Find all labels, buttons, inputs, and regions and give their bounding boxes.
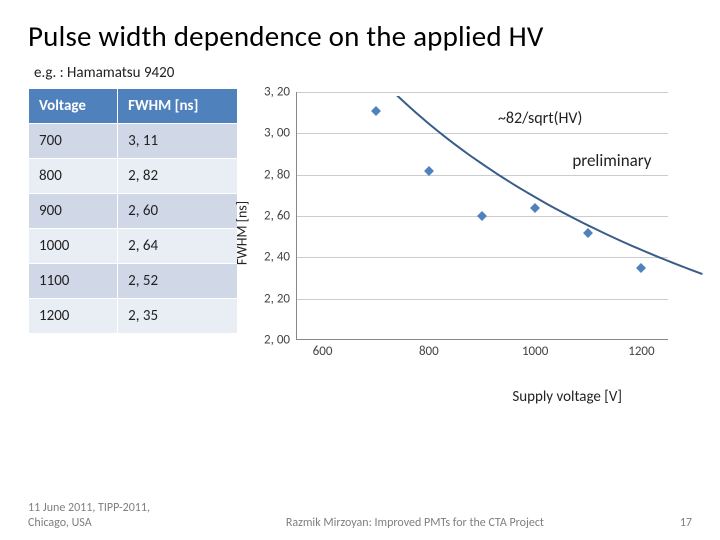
table-cell: 3, 11	[118, 124, 238, 159]
chart-ytick: 2, 80	[252, 167, 296, 182]
chart-xtick: 800	[419, 344, 439, 396]
table-cell: 2, 52	[118, 264, 238, 299]
table-cell: 2, 35	[118, 299, 238, 334]
footer-center: Razmik Mirzoyan: Improved PMTs for the C…	[150, 516, 680, 530]
chart-ytick: 2, 40	[252, 250, 296, 265]
slide-footer: 11 June 2011, TIPP-2011, Chicago, USA Ra…	[28, 501, 692, 530]
chart-xlabel: Supply voltage [V]	[512, 388, 622, 406]
footer-page: 17	[680, 516, 692, 530]
table-header-voltage: Voltage	[29, 89, 118, 124]
chart-xtick: 600	[313, 344, 333, 396]
table-cell: 1100	[29, 264, 118, 299]
fwhm-chart: FWHM [ns] 2, 002, 202, 402, 602, 803, 00…	[252, 88, 682, 378]
table-cell: 800	[29, 159, 118, 194]
table-row: 12002, 35	[29, 299, 238, 334]
data-table: Voltage FWHM [ns] 7003, 118002, 829002, …	[28, 88, 238, 334]
chart-ytick: 2, 20	[252, 291, 296, 306]
table-row: 7003, 11	[29, 124, 238, 159]
chart-xtick: 1200	[628, 344, 654, 396]
table-cell: 1200	[29, 299, 118, 334]
table-cell: 900	[29, 194, 118, 229]
chart-ytick: 3, 00	[252, 126, 296, 141]
table-cell: 1000	[29, 229, 118, 264]
footer-place: Chicago, USA	[28, 516, 150, 530]
chart-fit-label: ~82/sqrt(HV)	[498, 109, 582, 128]
page-title: Pulse width dependence on the applied HV	[28, 18, 692, 54]
subtitle: e.g. : Hamamatsu 9420	[34, 64, 692, 82]
table-row: 11002, 52	[29, 264, 238, 299]
chart-fit-curve	[341, 96, 713, 344]
table-cell: 2, 82	[118, 159, 238, 194]
footer-date: 11 June 2011, TIPP-2011,	[28, 501, 150, 515]
chart-ytick: 3, 20	[252, 85, 296, 100]
chart-ylabel: FWHM [ns]	[234, 201, 251, 265]
table-row: 8002, 82	[29, 159, 238, 194]
table-row: 10002, 64	[29, 229, 238, 264]
table-cell: 2, 60	[118, 194, 238, 229]
table-row: 9002, 60	[29, 194, 238, 229]
table-cell: 700	[29, 124, 118, 159]
table-cell: 2, 64	[118, 229, 238, 264]
chart-ytick: 2, 60	[252, 209, 296, 224]
chart-ytick: 2, 00	[252, 333, 296, 348]
table-header-fwhm: FWHM [ns]	[118, 89, 238, 124]
chart-preliminary-label: preliminary	[572, 150, 651, 171]
